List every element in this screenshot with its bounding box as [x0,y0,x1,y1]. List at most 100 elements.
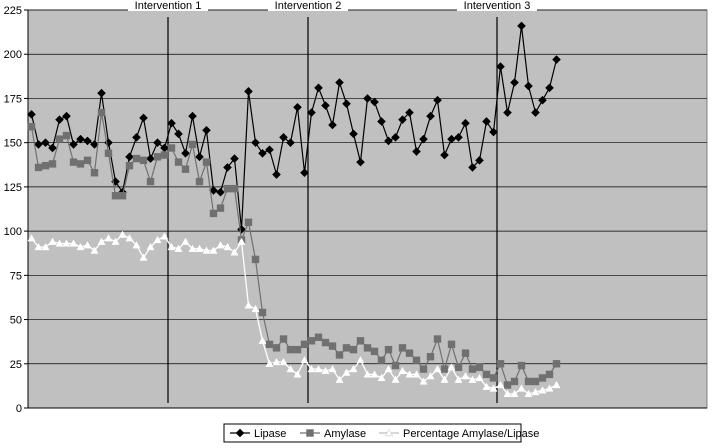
data-point-amylase [412,356,421,364]
series-lipase-line [30,25,558,230]
data-point-percentage [83,241,92,249]
legend-label: Percentage Amylase/Lipase [403,428,539,440]
data-point-amylase [454,363,463,372]
data-point-lipase [328,120,337,130]
data-point-lipase [293,102,302,112]
data-point-lipase [251,138,260,147]
data-point-amylase [293,345,302,354]
data-point-lipase [538,95,547,105]
y-tick-label: 150 [4,138,22,150]
data-point-lipase [524,81,533,91]
data-point-amylase [83,156,92,165]
data-point-percentage [349,364,358,373]
data-point-percentage [454,375,463,383]
data-point-amylase [258,308,267,317]
data-point-lipase [76,134,85,144]
data-point-amylase [132,154,141,163]
data-point-lipase [230,154,239,163]
data-point-percentage [146,242,155,251]
data-point-percentage [384,364,393,373]
data-point-percentage [531,387,540,396]
data-point-percentage [111,237,120,245]
data-point-lipase [342,99,351,109]
data-point-amylase [265,340,274,349]
data-point-percentage [475,373,484,382]
data-point-percentage [405,370,414,378]
data-point-lipase [356,157,365,167]
data-point-amylase [223,184,232,193]
data-point-lipase [433,95,442,105]
data-point-amylase [139,156,148,165]
data-point-lipase [545,83,554,93]
data-point-amylase [146,177,155,186]
data-point-lipase [552,55,561,64]
data-point-amylase [328,342,337,350]
data-point-percentage [174,244,183,252]
data-point-amylase [41,161,50,170]
data-point-lipase [125,152,134,162]
data-point-percentage [510,389,519,397]
data-point-amylase [307,337,316,345]
data-point-percentage [244,301,253,309]
data-point-amylase [76,160,85,168]
legend-label: Amylase [324,428,366,440]
data-point-lipase [503,108,512,117]
data-point-percentage [202,246,211,254]
data-point-amylase [251,255,260,264]
data-point-amylase [496,360,505,368]
data-point-percentage [552,380,561,389]
data-point-lipase [321,101,330,110]
data-point-amylase [286,345,295,354]
intervention-label: Intervention 3 [464,0,531,12]
data-point-amylase [174,158,183,166]
intervention-label: Intervention 1 [135,0,202,12]
data-point-lipase [412,147,421,156]
data-point-percentage [118,230,127,238]
legend-label: Lipase [254,428,286,440]
data-point-amylase [244,218,253,226]
data-point-lipase [419,134,428,144]
data-point-amylase [517,361,526,370]
data-point-lipase [335,78,344,87]
legend-box [223,423,522,443]
data-point-lipase [209,186,218,195]
data-point-percentage [279,357,288,366]
data-point-lipase [146,154,155,163]
data-point-percentage [125,234,134,242]
data-point-percentage [286,364,295,373]
data-point-percentage [321,366,330,374]
data-point-amylase [111,192,120,200]
data-point-amylase [531,377,540,386]
data-point-lipase [90,140,99,149]
data-point-percentage [34,242,43,251]
data-point-percentage [461,372,470,380]
data-point-amylase [405,349,414,357]
legend-marker [384,428,394,437]
y-tick-label: 100 [4,226,22,238]
data-point-lipase [202,125,211,135]
data-point-lipase [174,129,183,139]
data-point-lipase [97,88,106,98]
data-point-amylase [363,344,372,352]
data-point-amylase [538,374,547,382]
data-point-lipase [132,133,141,142]
data-point-percentage [517,384,526,392]
data-point-percentage [342,368,351,376]
data-point-percentage [426,372,435,380]
data-point-percentage [300,356,309,364]
data-point-percentage [139,253,148,261]
data-point-percentage [440,375,449,383]
data-point-amylase [90,169,99,177]
data-point-percentage [293,370,302,378]
data-point-amylase [48,160,57,168]
data-point-percentage [272,357,281,366]
data-point-percentage [104,234,113,242]
data-point-lipase [468,163,477,172]
data-point-percentage [335,375,344,383]
data-point-amylase [34,163,43,172]
data-point-percentage [524,389,533,397]
data-point-lipase [223,163,232,172]
data-point-percentage [258,336,267,344]
data-point-percentage [230,248,239,256]
data-point-amylase [188,140,197,149]
